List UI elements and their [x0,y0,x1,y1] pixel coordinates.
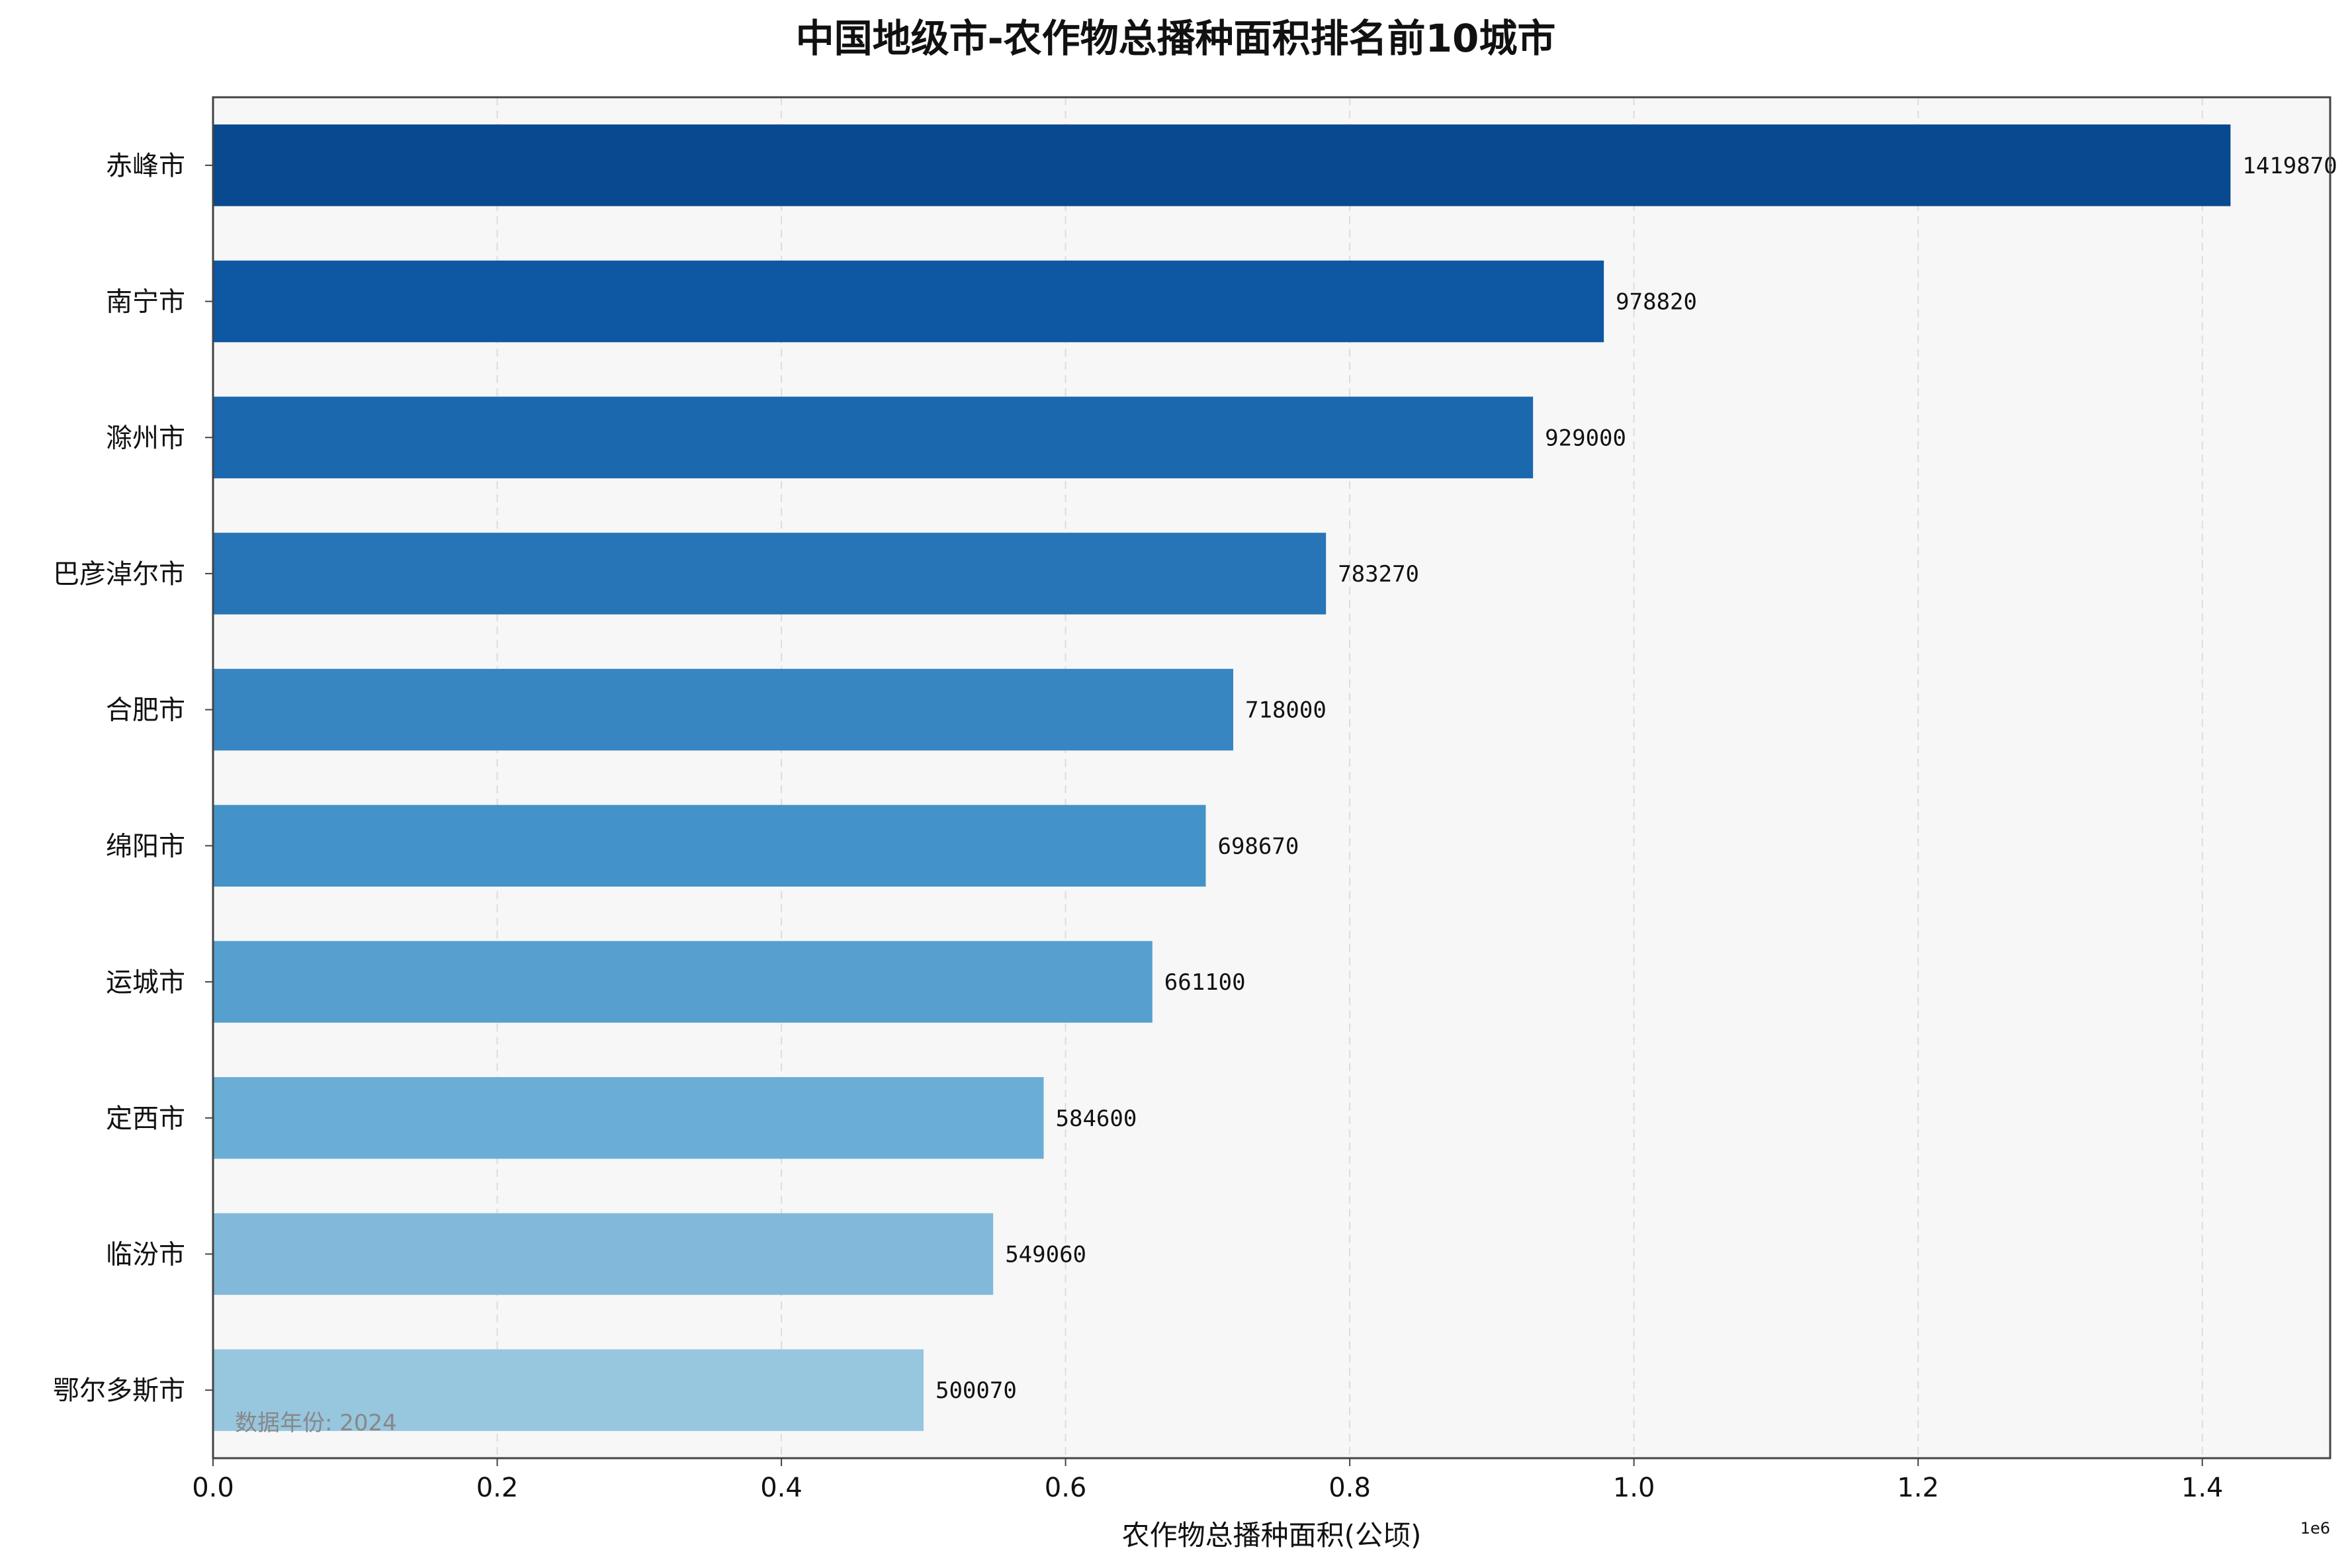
y-tick-label: 赤峰市 [106,151,185,181]
bar [213,396,1534,478]
bar-value-label: 1419870 [2242,153,2337,179]
y-tick-label: 定西市 [106,1104,185,1134]
x-axis-ticks: 0.0 0.2 0.4 0.6 0.8 1.0 1.2 1.4 [192,1458,2224,1503]
bar [213,805,1206,887]
bar [213,260,1604,343]
bar [213,1077,1044,1159]
bar-value-label: 549060 [1005,1241,1086,1268]
y-tick-label: 鄂尔多斯市 [53,1375,185,1406]
bar-value-label: 584600 [1056,1106,1137,1132]
bar [213,668,1234,751]
bar-value-label: 698670 [1217,833,1299,859]
y-tick-label: 巴彦淖尔市 [53,559,185,589]
data-year-note: 数据年份: 2024 [235,1410,397,1436]
bar-value-label: 661100 [1164,969,1246,996]
x-tick-label: 0.0 [192,1473,234,1503]
chart-title: 中国地级市-农作物总播种面积排名前10城市 [796,16,1556,61]
y-tick-label: 滁州市 [106,423,185,453]
x-axis-scale-label: 1e6 [2300,1519,2330,1538]
x-tick-label: 0.4 [760,1473,803,1503]
bar [213,1349,924,1431]
bar-value-label: 978820 [1616,289,1697,316]
bar [213,941,1153,1023]
x-tick-label: 0.2 [476,1473,519,1503]
x-tick-label: 1.0 [1613,1473,1655,1503]
y-tick-label: 运城市 [106,967,185,998]
value-labels: 1419870 978820 929000 783270 718000 698670 661… [936,153,2337,1404]
bar-value-label: 929000 [1545,425,1626,451]
bar [213,124,2231,206]
x-axis-label: 农作物总播种面积(公顷) [1122,1519,1422,1551]
plot-frame [212,96,2331,1459]
bars [213,124,2231,1431]
x-tick-label: 1.4 [2181,1473,2224,1503]
bar-value-label: 500070 [936,1377,1017,1404]
y-tick-label: 南宁市 [106,287,185,318]
x-tick-label: 0.6 [1045,1473,1087,1503]
y-tick-label: 临汾市 [106,1239,185,1270]
bar-value-label: 718000 [1245,697,1327,724]
y-tick-label: 合肥市 [106,695,185,726]
bar [213,1213,994,1295]
y-tick-label: 绵阳市 [106,831,185,861]
bar [213,533,1327,615]
x-tick-label: 0.8 [1328,1473,1371,1503]
x-tick-label: 1.2 [1897,1473,1939,1503]
bar-value-label: 783270 [1338,561,1419,588]
